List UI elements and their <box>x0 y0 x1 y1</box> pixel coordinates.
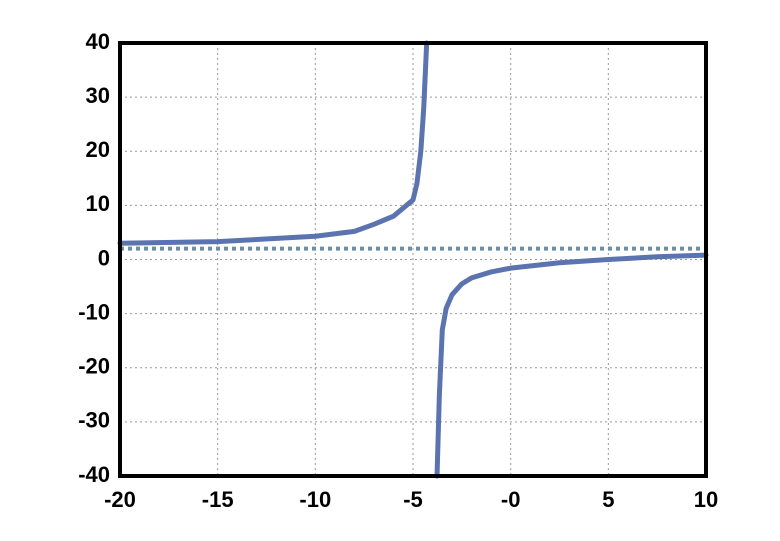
x-tick-label: -20 <box>104 487 136 512</box>
y-tick-label: 10 <box>86 191 110 216</box>
y-tick-label: 30 <box>86 83 110 108</box>
x-tick-label: 5 <box>602 487 614 512</box>
y-tick-label: 40 <box>86 29 110 54</box>
y-tick-label: 20 <box>86 137 110 162</box>
x-tick-label: -10 <box>299 487 331 512</box>
plot-frame <box>118 41 708 478</box>
y-tick-label: -40 <box>78 462 110 487</box>
x-tick-label: -15 <box>202 487 234 512</box>
y-tick-label: -20 <box>78 354 110 379</box>
x-tick-label: 10 <box>694 487 718 512</box>
x-tick-label: -0 <box>501 487 521 512</box>
y-tick-label: -10 <box>78 299 110 324</box>
y-tick-label: 0 <box>98 245 110 270</box>
y-tick-label: -30 <box>78 408 110 433</box>
curve <box>117 40 709 479</box>
x-tick-label: -5 <box>403 487 423 512</box>
